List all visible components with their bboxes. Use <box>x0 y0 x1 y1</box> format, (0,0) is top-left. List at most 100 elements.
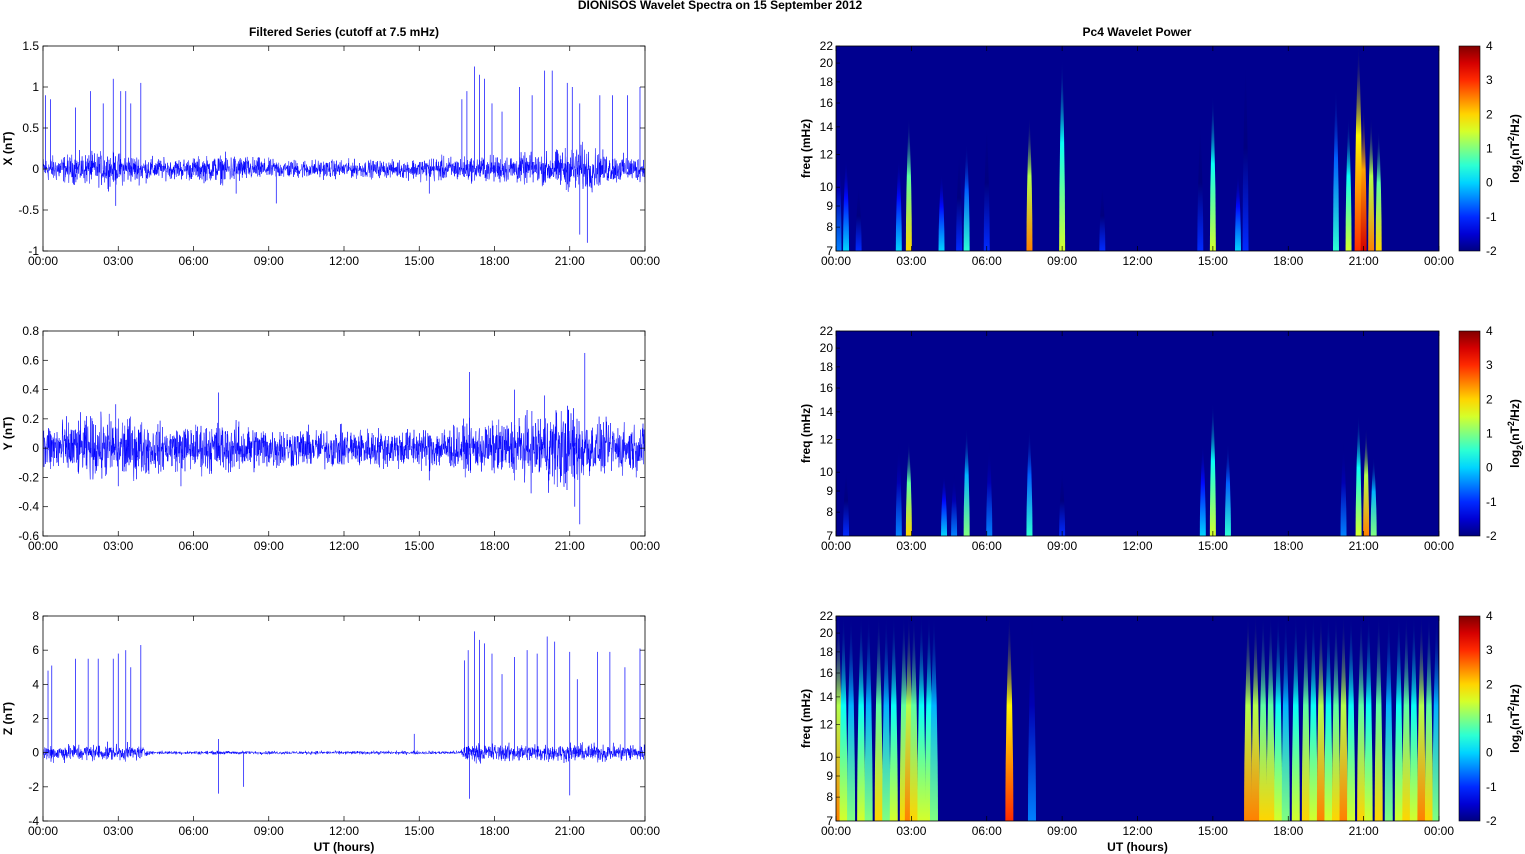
wavelet-power-event <box>956 154 963 251</box>
y-tick-label: 0.6 <box>22 353 39 367</box>
colorbar-tick-label: 4 <box>1486 324 1493 338</box>
wavelet-power-event <box>909 616 918 821</box>
wavelet-power-event <box>963 425 970 536</box>
wavelet-power-event <box>917 616 926 821</box>
colorbar-tick-label: 1 <box>1486 712 1493 726</box>
x-tick-label: 18:00 <box>479 824 509 838</box>
wavelet-power-event <box>1345 114 1352 251</box>
wavelet-power-event <box>1424 616 1433 821</box>
x-tick-label: 00:00 <box>1424 539 1454 553</box>
left-column-title: Filtered Series (cutoff at 7.5 mHz) <box>249 25 439 39</box>
colorbar-tick-label: -2 <box>1486 244 1497 258</box>
wavelet-power-event <box>1309 616 1318 821</box>
wavelet-power-event <box>1059 54 1066 251</box>
x-tick-label: 00:00 <box>28 539 58 553</box>
colorbar-label: log2(nT2/Hz) <box>1506 114 1525 183</box>
colorbar-tick-label: -2 <box>1486 814 1497 828</box>
wavelet-power-event <box>1394 616 1403 821</box>
x-tick-label: 18:00 <box>479 254 509 268</box>
y-tick-label: 10 <box>820 465 834 479</box>
x-tick-label: 03:00 <box>896 539 926 553</box>
x-tick-label: 00:00 <box>28 254 58 268</box>
wavelet-power-event <box>1375 126 1382 251</box>
y-tick-label: 10 <box>820 750 834 764</box>
wavelet-power-event <box>836 140 842 251</box>
x-tick-label: 15:00 <box>404 539 434 553</box>
y-tick-label: -1 <box>28 244 39 258</box>
y-tick-label: 0.2 <box>22 412 39 426</box>
wavelet-power-event <box>1355 411 1362 536</box>
wavelet-power-event <box>1417 616 1426 821</box>
x-tick-label: 00:00 <box>1424 824 1454 838</box>
wavelet-power-event <box>1026 425 1033 536</box>
x-tick-label: 00:00 <box>28 824 58 838</box>
x-tick-label: 09:00 <box>1047 824 1077 838</box>
y-tick-label: 22 <box>820 609 834 623</box>
y-tick-label: 8 <box>826 505 833 519</box>
y-tick-label: 22 <box>820 324 834 338</box>
y-tick-label: -0.4 <box>18 500 39 514</box>
colorbar-tick-label: 2 <box>1486 107 1493 121</box>
y-axis-label: freq (mHz) <box>799 689 813 748</box>
wavelet-power-event <box>874 616 883 821</box>
colorbar-label: log2(nT2/Hz) <box>1506 399 1525 468</box>
x-tick-label: 21:00 <box>1349 824 1379 838</box>
wavelet-power-event <box>1251 616 1260 821</box>
y-tick-label: -2 <box>28 780 39 794</box>
right-column-title: Pc4 Wavelet Power <box>1083 25 1192 39</box>
x-tick-label: 18:00 <box>1273 824 1303 838</box>
y-tick-label: 6 <box>32 643 39 657</box>
x-tick-label: 15:00 <box>404 824 434 838</box>
colorbar-tick-label: 2 <box>1486 677 1493 691</box>
colorbar-tick-label: -2 <box>1486 529 1497 543</box>
wavelet-power-event <box>941 472 948 536</box>
y-tick-label: -0.2 <box>18 470 39 484</box>
x-tick-label: 03:00 <box>103 539 133 553</box>
wavelet-power-event <box>1324 616 1333 821</box>
x-tick-label: 12:00 <box>329 824 359 838</box>
heatmap-events <box>843 399 1377 536</box>
heatmap-events <box>836 616 1439 821</box>
x-tick-label: 06:00 <box>178 539 208 553</box>
y-tick-label: 8 <box>32 609 39 623</box>
y-tick-label: 12 <box>820 433 834 447</box>
colorbar-tick-label: 1 <box>1486 427 1493 441</box>
y-tick-label: 2 <box>32 712 39 726</box>
wavelet-power-event <box>839 616 848 821</box>
y-tick-label: 0.5 <box>22 121 39 135</box>
wavelet-power-event <box>905 439 912 536</box>
x-tick-label: 12:00 <box>1122 539 1152 553</box>
wavelet-power-event <box>1354 46 1363 251</box>
x-tick-label: 03:00 <box>896 824 926 838</box>
y-tick-label: 8 <box>826 790 833 804</box>
wavelet-power-event <box>1340 439 1347 536</box>
y-tick-label: 9 <box>826 769 833 783</box>
wavelet-power-event <box>1199 439 1206 536</box>
left-axes-frame-1 <box>42 330 646 537</box>
x-tick-label: 03:00 <box>103 254 133 268</box>
y-tick-label: 4 <box>32 677 39 691</box>
x-tick-label: 00:00 <box>630 824 660 838</box>
wavelet-power-event <box>1339 616 1348 821</box>
x-tick-label: 21:00 <box>1349 254 1379 268</box>
wavelet-power-event <box>882 616 891 821</box>
wavelet-power-event <box>905 114 912 251</box>
y-tick-label: -0.5 <box>18 203 39 217</box>
wavelet-power-event <box>983 126 990 251</box>
wavelet-power-event <box>951 472 958 536</box>
y-tick-label: 12 <box>820 718 834 732</box>
wavelet-power-event <box>1301 616 1310 821</box>
left-axes-frame-0 <box>42 45 646 252</box>
y-tick-label: 12 <box>820 148 834 162</box>
colorbar-tick-label: 4 <box>1486 39 1493 53</box>
wavelet-power-event <box>1384 616 1393 821</box>
y-tick-label: 7 <box>826 244 833 258</box>
y-tick-label: -4 <box>28 814 39 828</box>
wavelet-power-event <box>986 439 993 536</box>
x-tick-label: 15:00 <box>1198 539 1228 553</box>
y-tick-label: 18 <box>820 360 834 374</box>
wavelet-power-event <box>938 170 945 251</box>
x-tick-label: 06:00 <box>972 824 1002 838</box>
series-line-X <box>43 141 645 193</box>
wavelet-power-event <box>1347 616 1356 821</box>
